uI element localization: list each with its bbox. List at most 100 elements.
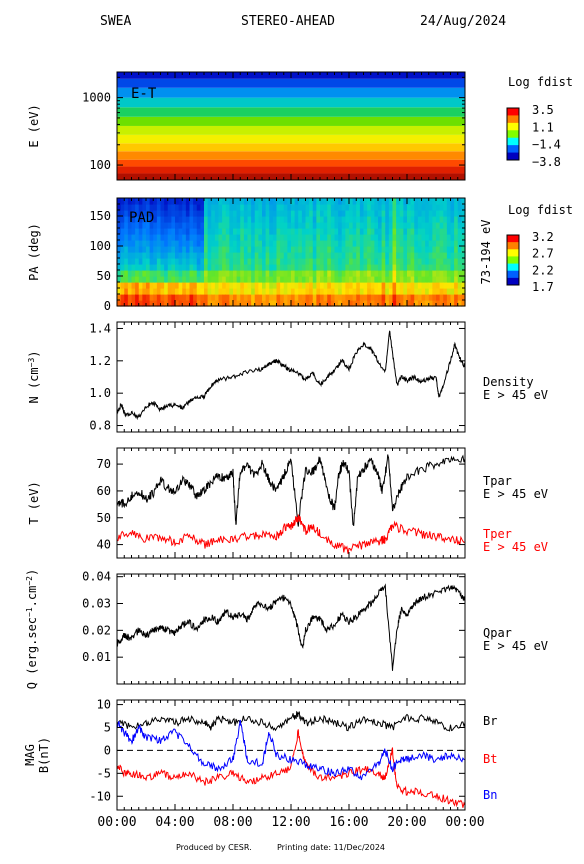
pad-cell	[309, 294, 314, 301]
pad-cell	[345, 234, 350, 241]
pad-cell	[428, 222, 433, 229]
pad-cell	[276, 270, 281, 277]
pad-cell	[175, 204, 180, 211]
pad-cell	[381, 276, 386, 283]
pad-cell	[396, 270, 401, 277]
pad-cell	[276, 252, 281, 259]
pad-cell	[316, 204, 321, 211]
pad-cell	[178, 288, 183, 295]
pad-cell	[258, 288, 263, 295]
pad-cell	[142, 282, 147, 289]
pad-cell	[243, 264, 249, 271]
pad-cell	[236, 288, 241, 295]
pad-cell	[345, 240, 350, 247]
pad-cell	[403, 270, 408, 277]
pad-cell	[236, 300, 241, 307]
pad-cell	[388, 282, 394, 289]
pad-cell	[138, 216, 143, 223]
y-tick-label: 1.2	[89, 354, 111, 368]
pad-cell	[334, 282, 339, 289]
pad-cell	[392, 258, 397, 265]
pad-cell	[135, 228, 140, 235]
pad-cell	[359, 228, 365, 235]
pad-cell	[196, 282, 201, 289]
pad-cell	[207, 216, 212, 223]
pad-cell	[367, 282, 372, 289]
series-label: E > 45 eV	[483, 540, 548, 554]
pad-cell	[153, 252, 158, 259]
y-tick-label: 0.03	[82, 597, 111, 611]
pad-cell	[385, 204, 390, 211]
pad-cell	[312, 240, 317, 247]
pad-cell	[258, 258, 263, 265]
pad-cell	[222, 240, 227, 247]
pad-cell	[189, 204, 194, 211]
pad-cell	[446, 270, 452, 277]
pad-cell	[334, 240, 339, 247]
pad-cell	[417, 300, 423, 307]
pad-cell	[457, 294, 462, 301]
pad-cell	[330, 198, 336, 205]
pad-cell	[323, 264, 328, 271]
pad-cell	[185, 276, 191, 283]
pad-cell	[156, 198, 162, 205]
pad-cell	[330, 216, 336, 223]
pad-cell	[200, 204, 205, 211]
pad-cell	[428, 258, 433, 265]
pad-cell	[356, 300, 361, 307]
pad-cell	[425, 228, 430, 235]
pad-cell	[414, 288, 419, 295]
pad-cell	[171, 288, 176, 295]
pad-cell	[320, 252, 325, 259]
pad-cell	[167, 204, 172, 211]
pad-cell	[149, 288, 154, 295]
pad-cell	[167, 246, 172, 253]
pad-cell	[269, 264, 274, 271]
pad-cell	[450, 282, 455, 289]
pad-cell	[287, 282, 292, 289]
pad-cell	[124, 216, 129, 223]
pad-cell	[396, 282, 401, 289]
pad-cell	[374, 258, 379, 265]
pad-cell	[385, 198, 390, 205]
pad-cell	[392, 282, 397, 289]
pad-cell	[236, 276, 241, 283]
pad-cell	[131, 246, 136, 253]
pad-cell	[327, 216, 332, 223]
pad-cell	[341, 234, 346, 241]
pad-cell	[272, 252, 278, 259]
pad-cell	[359, 216, 365, 223]
pad-cell	[345, 228, 350, 235]
pad-cell	[374, 216, 379, 223]
pad-cell	[189, 240, 194, 247]
pad-cell	[200, 246, 205, 253]
pad-cell	[167, 282, 172, 289]
pad-cell	[218, 204, 223, 211]
pad-cell	[156, 276, 162, 283]
pad-cell	[439, 240, 444, 247]
pad-cell	[207, 228, 212, 235]
pad-cell	[461, 252, 466, 259]
pad-cell	[410, 288, 415, 295]
pad-cell	[298, 234, 303, 241]
pad-cell	[309, 270, 314, 277]
pad-cell	[153, 294, 158, 301]
pad-cell	[182, 270, 187, 277]
pad-cell	[410, 216, 415, 223]
pad-cell	[330, 240, 336, 247]
pad-cell	[450, 204, 455, 211]
pad-cell	[323, 270, 328, 277]
pad-cell	[305, 282, 310, 289]
pad-cell	[345, 216, 350, 223]
pad-cell	[436, 204, 441, 211]
pad-cell	[262, 288, 267, 295]
pad-cell	[138, 222, 143, 229]
pad-cell	[272, 276, 278, 283]
pad-cell	[153, 288, 158, 295]
pad-cell	[334, 252, 339, 259]
pad-cell	[309, 240, 314, 247]
pad-cell	[182, 222, 187, 229]
pad-cell	[218, 234, 223, 241]
pad-cell	[276, 198, 281, 205]
pad-cell	[454, 228, 459, 235]
